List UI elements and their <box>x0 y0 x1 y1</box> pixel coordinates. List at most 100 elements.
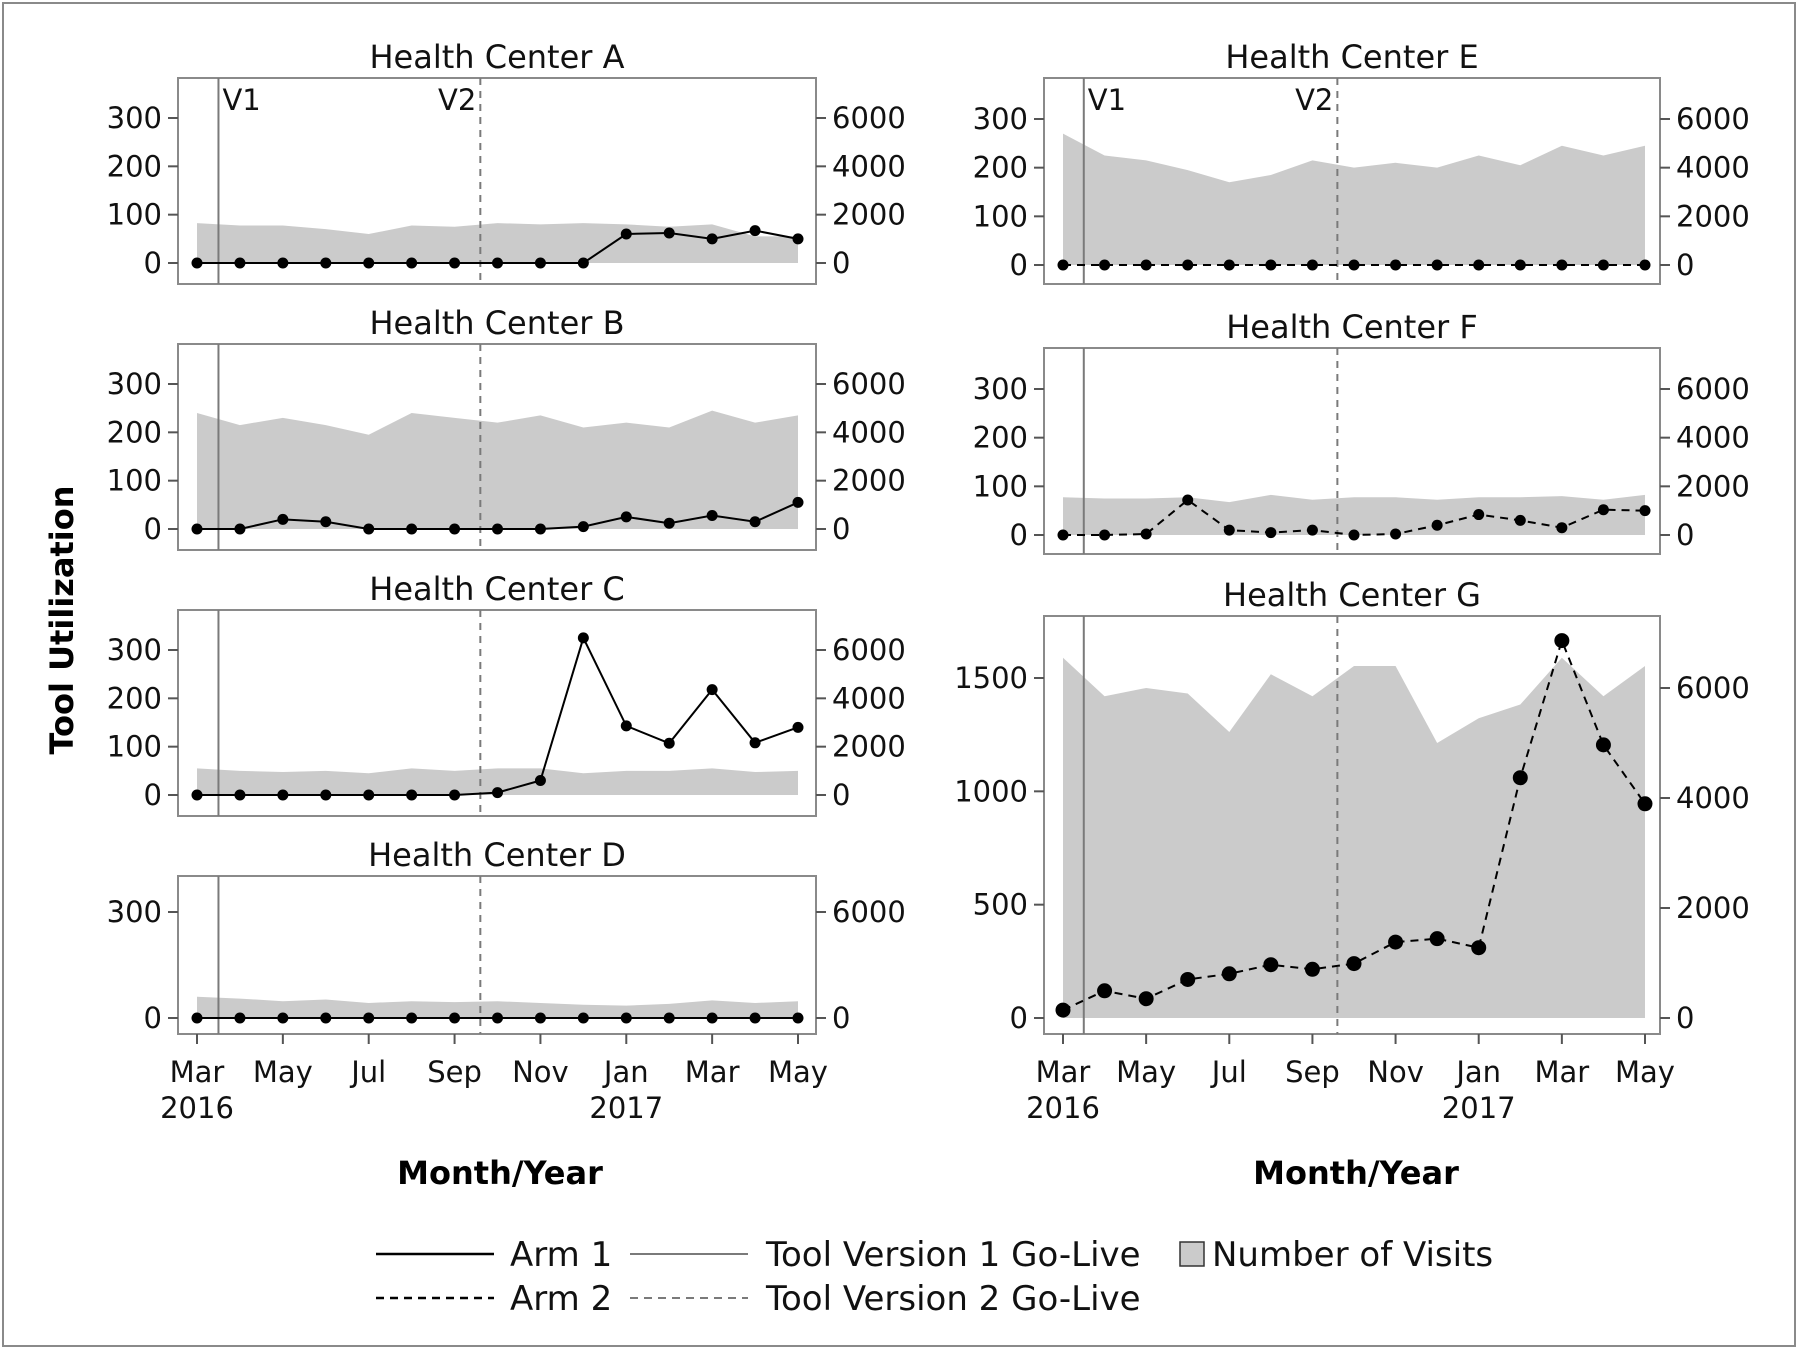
utilization-point <box>277 1012 289 1024</box>
visits-area <box>197 223 798 263</box>
y2-tick-label: 6000 <box>832 895 906 929</box>
utilization-point <box>320 1012 332 1024</box>
utilization-point <box>1182 259 1194 271</box>
x-tick-label: May <box>1116 1055 1176 1089</box>
legend-visits: Number of Visits <box>1179 1235 1493 1275</box>
utilization-point <box>620 228 632 240</box>
visits-area <box>197 410 798 529</box>
y-tick-label: 300 <box>973 372 1028 406</box>
y2-tick-label: 2000 <box>832 730 906 764</box>
utilization-point <box>1595 737 1611 753</box>
utilization-point <box>234 523 246 535</box>
utilization-point <box>234 1012 246 1024</box>
legend-arm1-label: Arm 1 <box>510 1235 612 1275</box>
utilization-point <box>706 509 718 521</box>
y2-tick-label: 0 <box>1676 1001 1694 1035</box>
y2-tick-label: 6000 <box>832 101 906 135</box>
x-tick-label: Sep <box>427 1055 482 1089</box>
utilization-point <box>663 737 675 749</box>
panel-title: Health Center B <box>369 304 624 342</box>
utilization-point <box>706 684 718 696</box>
x-tick-label: Nov <box>1367 1055 1424 1089</box>
utilization-point <box>1390 528 1402 540</box>
y-tick-label: 300 <box>107 895 162 929</box>
utilization-point <box>191 1012 203 1024</box>
utilization-point <box>1639 505 1651 517</box>
utilization-point <box>449 1012 461 1024</box>
x-tick-label: May <box>768 1055 828 1089</box>
utilization-point <box>749 737 761 749</box>
x-axis-label-left: Month/Year <box>397 1154 603 1192</box>
utilization-point <box>1473 509 1485 521</box>
x-tick-label: Nov <box>512 1055 569 1089</box>
y-tick-label: 1000 <box>954 774 1028 808</box>
legend: Arm 1 Arm 2 Tool Version 1 Go-Live Tool … <box>376 1235 1493 1319</box>
v2-label: V2 <box>1295 83 1333 117</box>
utilization-point <box>363 523 375 535</box>
utilization-point <box>1265 527 1277 539</box>
utilization-point <box>792 721 804 733</box>
utilization-point <box>191 257 203 269</box>
x-tick-year-label: 2017 <box>1442 1091 1516 1125</box>
utilization-point <box>1348 529 1360 541</box>
utilization-point <box>1138 991 1154 1007</box>
y-tick-label: 0 <box>1010 248 1028 282</box>
y-tick-label: 100 <box>107 198 162 232</box>
v1-label: V1 <box>1088 83 1126 117</box>
panel-frame <box>1043 77 1661 285</box>
y-tick-label: 100 <box>107 730 162 764</box>
y2-tick-label: 6000 <box>1676 372 1750 406</box>
panel-health-center-f: Health Center F 0 100 200 300 0 2000 4000 6000 <box>973 308 1750 555</box>
utilization-point <box>449 789 461 801</box>
utilization-point <box>1182 494 1194 506</box>
utilization-point <box>1473 259 1485 271</box>
utilization-point <box>492 257 503 269</box>
utilization-point <box>1140 528 1152 540</box>
utilization-point <box>1429 931 1445 947</box>
y-axis-label: Tool Utilization <box>43 485 81 754</box>
y2-tick-label: 6000 <box>1676 102 1750 136</box>
utilization-point <box>1304 961 1320 977</box>
utilization-point <box>277 513 289 525</box>
x-axis-label-right: Month/Year <box>1253 1154 1459 1192</box>
utilization-point <box>1055 1002 1071 1018</box>
x-tick-year-label: 2016 <box>160 1091 234 1125</box>
utilization-point <box>320 257 332 269</box>
y-tick-label: 300 <box>107 101 162 135</box>
utilization-point <box>1180 971 1196 987</box>
panel-title: Health Center F <box>1226 308 1478 346</box>
utilization-point <box>363 257 375 269</box>
utilization-point <box>1306 524 1318 536</box>
x-tick-label: Sep <box>1285 1055 1340 1089</box>
y-tick-label: 0 <box>144 778 162 812</box>
utilization-point <box>577 521 589 533</box>
y-tick-label: 100 <box>107 464 162 498</box>
y2-tick-label: 2000 <box>1676 891 1750 925</box>
utilization-point <box>663 1012 675 1024</box>
x-tick-label: Mar <box>1036 1055 1091 1089</box>
y-tick-label: 300 <box>107 633 162 667</box>
utilization-point <box>406 1012 418 1024</box>
utilization-point <box>1639 259 1651 271</box>
utilization-point <box>234 789 246 801</box>
y-tick-label: 0 <box>144 512 162 546</box>
y2-tick-label: 6000 <box>832 633 906 667</box>
utilization-point <box>534 257 546 269</box>
x-tick-year-label: 2017 <box>589 1091 663 1125</box>
utilization-point <box>1388 934 1404 950</box>
utilization-point <box>1514 514 1526 526</box>
y-tick-label: 100 <box>973 199 1028 233</box>
utilization-point <box>492 523 503 535</box>
utilization-point <box>792 233 804 245</box>
utilization-point <box>663 227 675 239</box>
utilization-point <box>277 789 289 801</box>
x-tick-label: Jul <box>1210 1055 1247 1089</box>
utilization-point <box>1221 966 1237 982</box>
utilization-point <box>1637 796 1653 812</box>
utilization-point <box>1140 259 1152 271</box>
utilization-point <box>1346 956 1362 972</box>
x-tick-label: Mar <box>685 1055 740 1089</box>
y-tick-label: 300 <box>107 367 162 401</box>
utilization-point <box>320 789 332 801</box>
y2-tick-label: 0 <box>1676 248 1694 282</box>
